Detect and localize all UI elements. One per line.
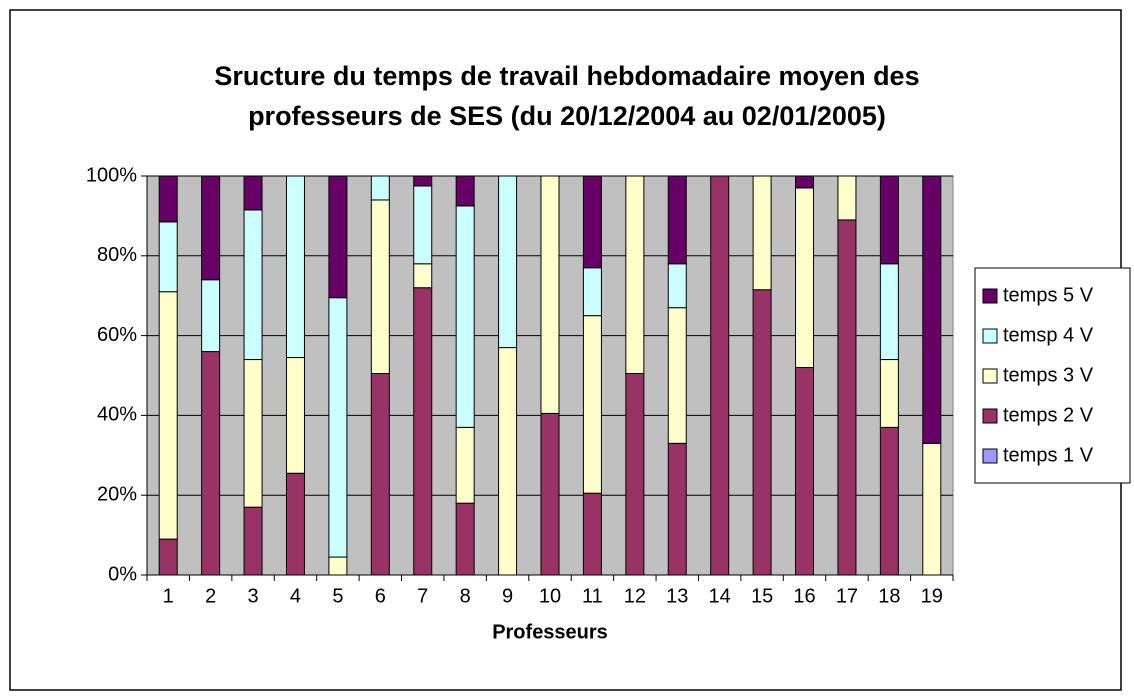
x-tick-label: 18 [878, 585, 900, 607]
bar-segment [795, 187, 815, 369]
x-tick-label: 1 [163, 585, 174, 607]
x-tick-label: 12 [624, 585, 646, 607]
bar-segment [328, 556, 348, 576]
bar-segment [625, 175, 645, 375]
bar-segment [455, 426, 475, 504]
y-tick-label: 100% [86, 164, 137, 186]
bar-segment [540, 412, 560, 576]
bar-segment [455, 175, 475, 207]
x-tick-label: 13 [666, 585, 688, 607]
y-tick-label: 60% [97, 324, 137, 346]
x-tick-label: 10 [539, 585, 561, 607]
bar-segment [455, 205, 475, 428]
bar-segment [667, 175, 687, 265]
bar-segment [498, 175, 518, 349]
x-tick-label: 3 [247, 585, 258, 607]
legend-swatch [982, 408, 998, 424]
bar-segment [158, 221, 178, 293]
bar-segment [879, 426, 899, 576]
bar-segment [328, 175, 348, 299]
legend-swatch [982, 448, 998, 464]
legend-swatch [982, 328, 998, 344]
bar-segment [413, 175, 433, 187]
x-tick-label: 7 [417, 585, 428, 607]
x-tick-label: 15 [751, 585, 773, 607]
bar-segment [752, 175, 772, 291]
bar-segment [243, 359, 263, 508]
legend-label: temps 1 V [1003, 444, 1094, 466]
bar-segment [879, 175, 899, 265]
bar-segment [625, 373, 645, 576]
x-tick-label: 8 [460, 585, 471, 607]
bar-segment [582, 492, 602, 576]
bar-segment [498, 347, 518, 576]
bar-segment [667, 307, 687, 444]
x-tick-label: 14 [709, 585, 731, 607]
bar-segment [582, 315, 602, 494]
x-axis-title: Professeurs [492, 621, 608, 643]
bar-segment [795, 175, 815, 189]
bar-segment [243, 209, 263, 361]
bar-segment [370, 373, 390, 576]
bar-segment [201, 351, 221, 576]
legend-swatch [982, 288, 998, 304]
bar-segment [285, 175, 305, 359]
bar-segment [370, 199, 390, 375]
bar-segment [922, 442, 942, 576]
x-tick-label: 6 [375, 585, 386, 607]
x-tick-label: 19 [921, 585, 943, 607]
legend-swatch [982, 368, 998, 384]
legend-box [974, 267, 1131, 484]
bar-segment [540, 175, 560, 414]
x-tick-label: 5 [332, 585, 343, 607]
bar-segment [582, 267, 602, 317]
bar-segment [455, 502, 475, 576]
bar-segment [158, 538, 178, 576]
bar-segment [158, 175, 178, 223]
bar-segment [158, 291, 178, 540]
bar-segment [243, 506, 263, 576]
chart-title: Sructure du temps de travail hebdomadair… [214, 61, 919, 91]
x-tick-label: 2 [205, 585, 216, 607]
bar-segment [922, 175, 942, 444]
bar-segment [370, 175, 390, 201]
bar-segment [837, 175, 857, 221]
bar-segment [837, 219, 857, 576]
bar-segment [243, 175, 263, 211]
bar-segment [667, 442, 687, 576]
x-tick-label: 9 [502, 585, 513, 607]
bar-segment [667, 263, 687, 309]
bar-segment [285, 357, 305, 474]
bar-segment [413, 287, 433, 576]
legend-label: temps 2 V [1003, 404, 1094, 426]
y-tick-label: 20% [97, 483, 137, 505]
bar-segment [201, 175, 221, 281]
bar-segment [879, 359, 899, 428]
bar-segment [879, 263, 899, 361]
y-tick-label: 0% [108, 563, 137, 585]
x-tick-label: 4 [290, 585, 301, 607]
bar-segment [201, 279, 221, 353]
y-tick-label: 40% [97, 404, 137, 426]
y-tick-label: 80% [97, 244, 137, 266]
bar-segment [582, 175, 602, 269]
x-tick-label: 11 [582, 585, 603, 607]
bar-segment [285, 472, 305, 576]
bar-segment [328, 297, 348, 558]
chart-title: professeurs de SES (du 20/12/2004 au 02/… [248, 101, 886, 131]
bar-segment [413, 263, 433, 289]
bar-segment [413, 185, 433, 265]
x-tick-label: 16 [793, 585, 815, 607]
legend-label: temps 5 V [1003, 284, 1094, 306]
bar-segment [795, 367, 815, 576]
legend-label: temps 3 V [1003, 364, 1094, 386]
x-tick-label: 17 [836, 585, 858, 607]
bar-segment [752, 289, 772, 576]
bar-segment [710, 175, 730, 576]
legend-label: temsp 4 V [1003, 324, 1094, 346]
